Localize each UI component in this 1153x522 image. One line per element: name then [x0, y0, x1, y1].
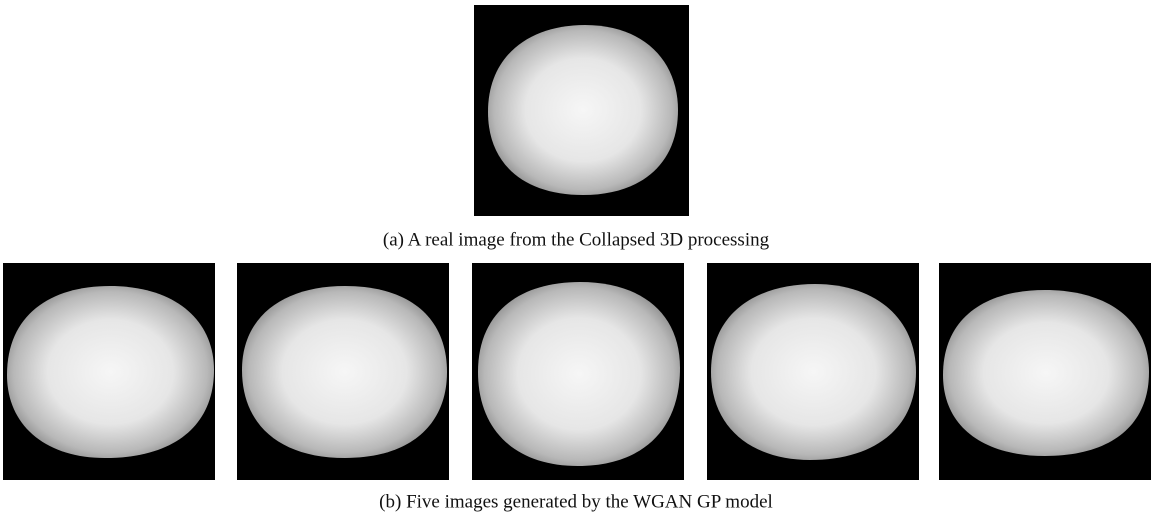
generated-image — [707, 263, 919, 480]
generated-image — [939, 263, 1151, 480]
real-image — [474, 5, 689, 216]
page: (a) A real image from the Collapsed 3D p… — [0, 0, 1153, 522]
generated-image — [3, 263, 215, 480]
figure: (a) A real image from the Collapsed 3D p… — [0, 0, 1153, 522]
caption-b: (b) Five images generated by the WGAN GP… — [379, 491, 773, 512]
generated-image — [472, 263, 684, 480]
generated-image — [237, 263, 449, 480]
caption-a: (a) A real image from the Collapsed 3D p… — [383, 229, 770, 250]
